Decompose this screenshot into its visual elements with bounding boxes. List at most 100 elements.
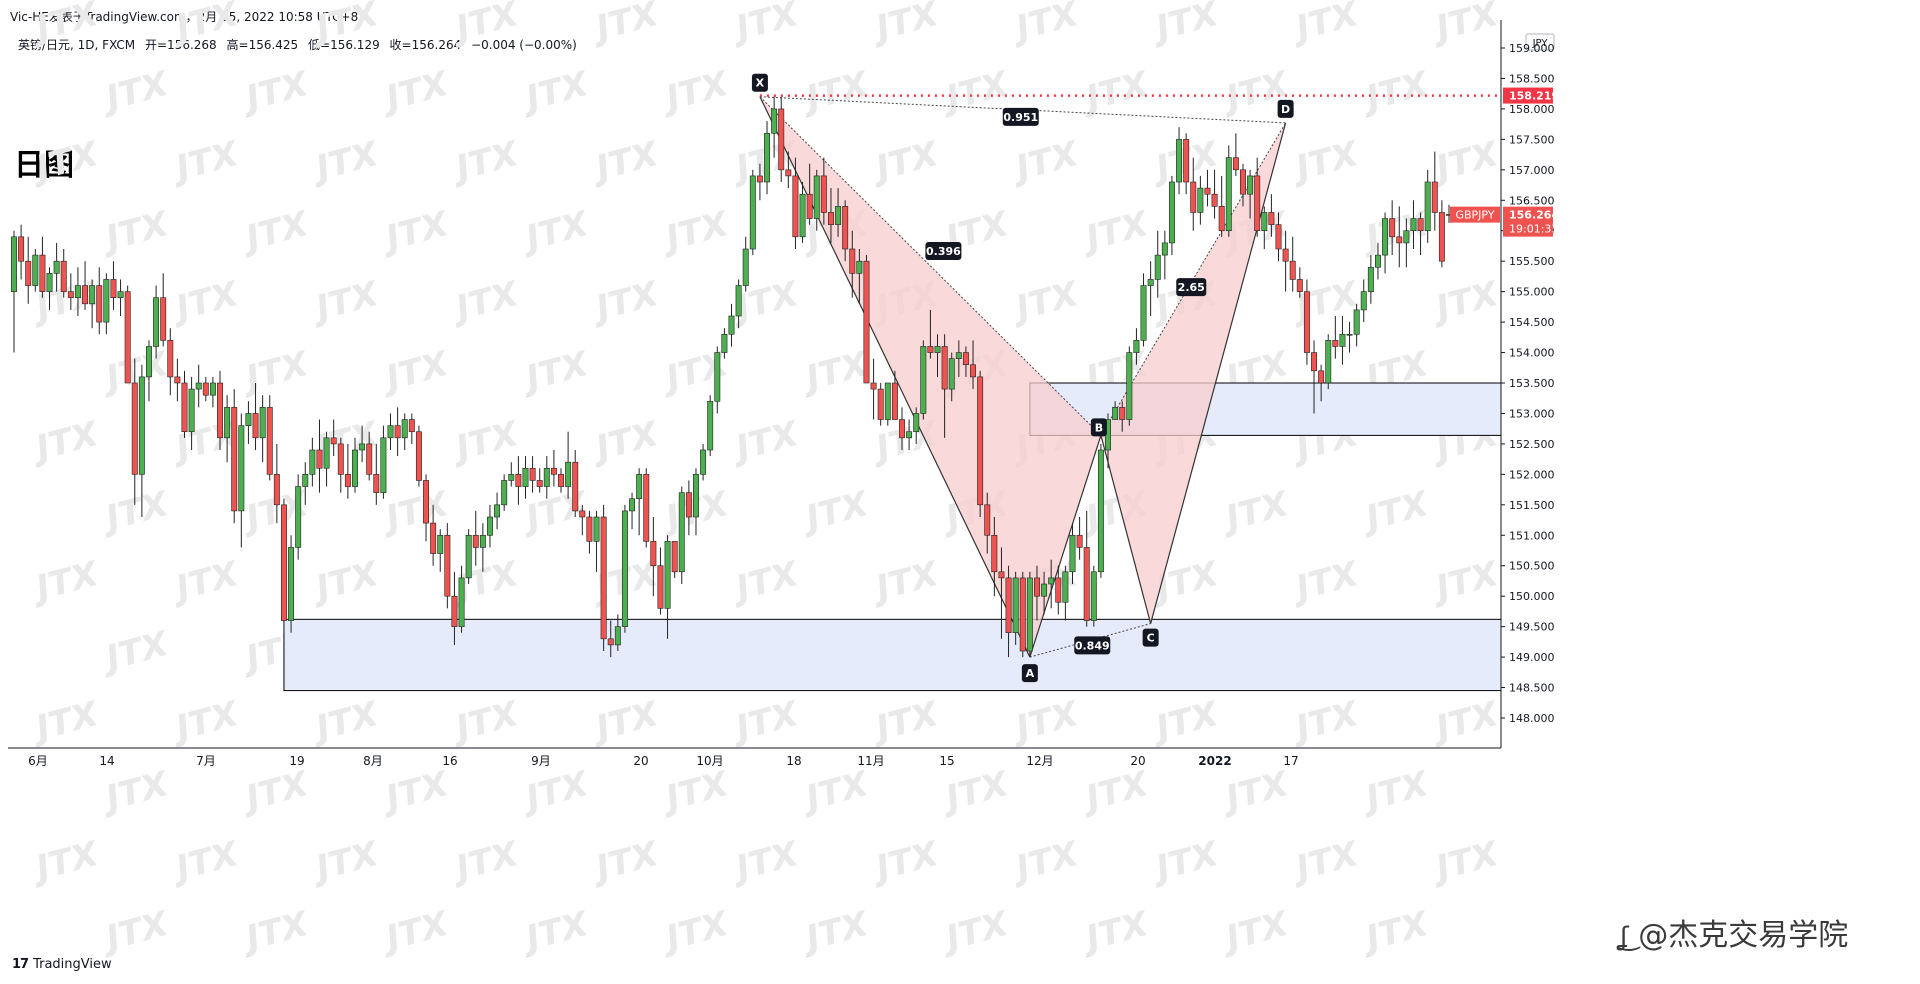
candle-body	[1183, 139, 1190, 183]
watermark-text: JTX	[726, 694, 804, 751]
candle	[487, 504, 493, 548]
candle	[1026, 571, 1033, 658]
currency-badge	[1525, 33, 1555, 51]
watermark-text: JTX	[26, 694, 104, 751]
candle-body	[1303, 291, 1310, 353]
candle-body	[764, 132, 770, 183]
candle	[827, 188, 834, 243]
candle	[1225, 145, 1232, 237]
ratio-label-ac: 0.849	[1074, 636, 1111, 655]
watermark-text: JTX	[26, 0, 104, 50]
candle-body	[188, 388, 195, 433]
ratio-label-ac-text: 0.849	[1075, 639, 1110, 652]
candle-body	[508, 474, 515, 481]
candle-body	[1353, 309, 1360, 335]
candle	[678, 486, 685, 584]
watermark-text: JTX	[446, 414, 524, 471]
candle-body	[1048, 577, 1055, 585]
watermark-text: JTX	[586, 0, 664, 50]
candle	[948, 352, 955, 402]
watermark-text: JTX	[96, 64, 174, 121]
watermark-text: JTX	[376, 764, 454, 821]
candle	[408, 413, 415, 444]
watermark-text: JTX	[1426, 0, 1504, 50]
candle	[1005, 565, 1012, 658]
watermark-text: JTX	[166, 134, 244, 191]
candle	[124, 285, 131, 384]
point-label-a-bg	[1021, 664, 1038, 683]
watermark-text: JTX	[656, 64, 734, 121]
candle-body	[1389, 218, 1396, 238]
candle-body	[643, 474, 650, 542]
point-label-a-text: A	[1026, 667, 1035, 680]
tradingview-logo[interactable]: 17 TradingView	[12, 957, 112, 972]
candle-body	[1382, 218, 1389, 256]
pattern-leg	[1100, 435, 1152, 624]
candle-body	[252, 413, 259, 439]
watermark-text: JTX	[586, 134, 664, 191]
candle	[899, 407, 905, 450]
candle-body	[614, 626, 621, 646]
watermark-text: JTX	[26, 834, 104, 891]
open-value: 开=156.268	[145, 38, 217, 52]
candle	[977, 370, 984, 517]
candle	[209, 376, 216, 408]
candle	[430, 504, 437, 566]
candle-body	[401, 419, 408, 439]
candle	[778, 96, 785, 182]
level-price-text: 158.219	[1509, 90, 1559, 103]
candle	[1147, 261, 1154, 316]
watermark-text: JTX	[1006, 134, 1084, 191]
candle	[323, 431, 330, 487]
watermark-text: JTX	[166, 834, 244, 891]
candle-body	[238, 425, 245, 512]
point-label-d-bg	[1277, 99, 1294, 118]
candle	[146, 340, 152, 402]
candle	[749, 169, 756, 256]
candle-body	[977, 376, 984, 506]
candle	[1360, 279, 1367, 323]
candle	[288, 535, 295, 633]
candle-body	[472, 534, 479, 548]
candle-body	[806, 193, 813, 219]
candle	[103, 273, 110, 335]
candle-body	[593, 516, 600, 542]
watermark-text: JTX	[726, 554, 804, 611]
candle	[1275, 212, 1282, 262]
chart-title: 日图	[14, 148, 74, 183]
candle	[1303, 279, 1310, 365]
candle-body	[110, 279, 117, 299]
candle-body	[359, 443, 366, 451]
candle	[1019, 571, 1026, 658]
candle-body	[579, 510, 586, 518]
candle	[53, 242, 60, 292]
candle-body	[1112, 407, 1119, 420]
symbol-description[interactable]: 英镑/日元, 1D, FXCM	[18, 38, 136, 52]
watermark-text: JTX	[236, 764, 314, 821]
candle-body	[1431, 181, 1438, 213]
candle-body	[728, 315, 735, 335]
candle	[74, 267, 81, 316]
watermark-text: JTX	[1146, 834, 1224, 891]
point-label-d: D	[1277, 99, 1294, 118]
candle	[671, 541, 678, 578]
candle-body	[536, 480, 543, 487]
candle	[913, 407, 920, 444]
candle-body	[1083, 547, 1090, 621]
candle-body	[1339, 333, 1346, 347]
candle-body	[245, 413, 252, 426]
point-label-x: X	[751, 73, 768, 92]
candle-body	[1289, 260, 1296, 280]
candle	[636, 468, 643, 536]
candle	[380, 425, 387, 499]
price-tick-label: 155.500	[1509, 255, 1555, 268]
weibo-icon: ʆ͜	[1620, 922, 1629, 952]
watermark-text: JTX	[586, 274, 664, 331]
candle-body	[913, 413, 920, 433]
candle-body	[25, 260, 32, 286]
candle-body	[309, 449, 316, 475]
watermark-text: JTX	[1356, 904, 1434, 961]
candle	[870, 358, 877, 420]
candle-body	[657, 565, 664, 609]
